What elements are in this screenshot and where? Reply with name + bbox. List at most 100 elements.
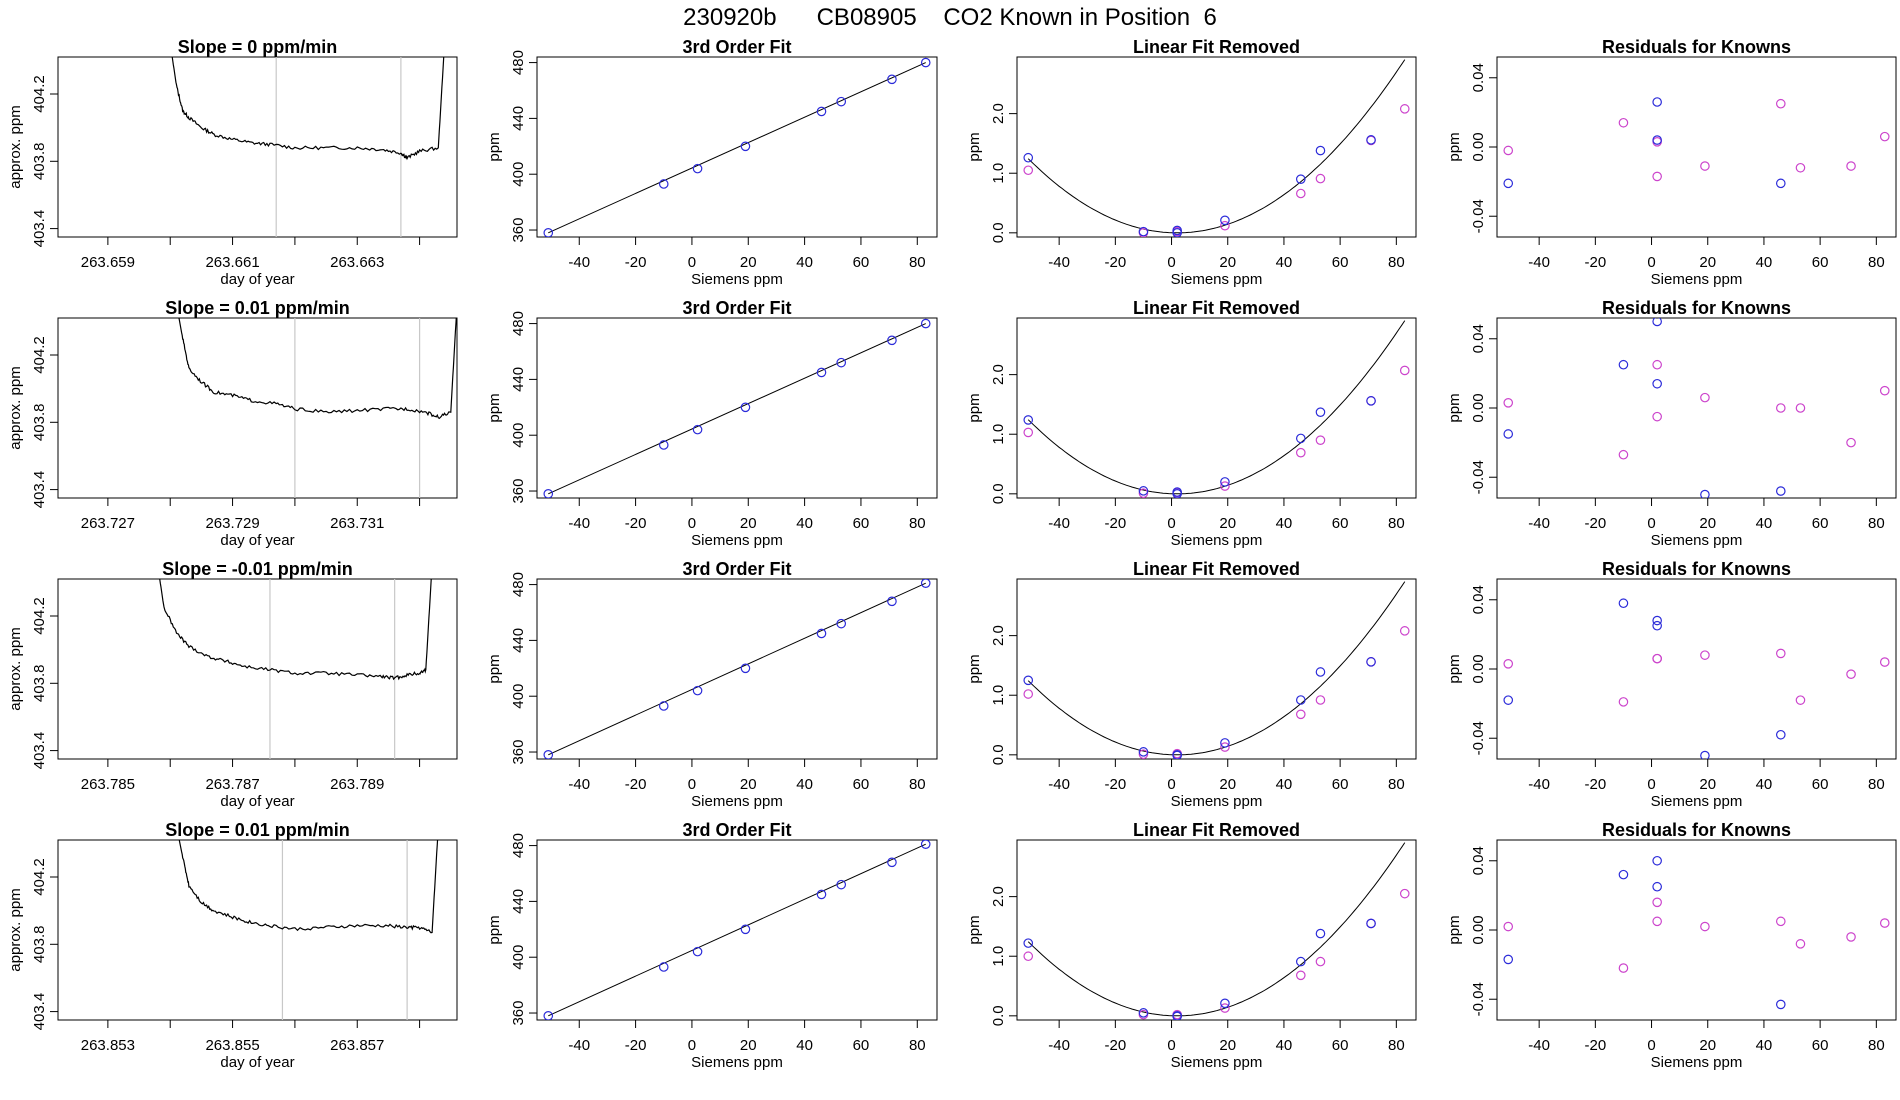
y-tick-label: 0.04 (1470, 846, 1487, 875)
data-point (1399, 888, 1410, 899)
x-tick-label: -40 (1528, 515, 1550, 532)
x-axis-label: day of year (220, 532, 294, 549)
data-point (1879, 385, 1890, 396)
y-tick-label: 0.00 (1470, 132, 1487, 161)
data-point (1366, 396, 1376, 406)
y-tick-label: 404.2 (31, 336, 48, 374)
data-point (1879, 657, 1890, 667)
chart-panel: Linear Fit Removed Siemens ppm ppm -40 -20 0 2… (966, 298, 1417, 549)
x-tick-label: 80 (909, 254, 926, 271)
x-tick-label: 60 (1812, 776, 1829, 793)
data-point (1138, 749, 1149, 759)
data-point (658, 440, 669, 450)
chart-panel: Slope = 0.01 ppm/min day of year approx. p… (7, 820, 458, 1071)
data-point (1172, 1011, 1182, 1020)
plot-marks (178, 840, 439, 1020)
plot-marks (178, 318, 457, 498)
y-tick-label: 400 (510, 945, 527, 970)
x-tick-label: 60 (1332, 254, 1349, 271)
panel-title: 3rd Order Fit (682, 37, 791, 57)
x-tick-label: 0 (688, 776, 696, 793)
data-point (1315, 667, 1326, 677)
y-axis-label: ppm (1446, 393, 1463, 422)
data-point (543, 750, 554, 759)
data-point (1315, 145, 1326, 156)
data-point (740, 924, 751, 935)
y-tick-label: 480 (510, 311, 527, 336)
chart-panel: Linear Fit Removed Siemens ppm ppm -40 -20 0 2… (966, 37, 1417, 288)
data-point (1315, 956, 1326, 967)
data-point (1315, 695, 1326, 705)
x-tick-label: 0 (1167, 1037, 1175, 1054)
fit-line (548, 843, 926, 1017)
data-point (1879, 918, 1890, 928)
page-title: 230920b CB08905 CO2 Known in Position 6 (683, 4, 1217, 31)
x-tick-label: -40 (1528, 776, 1550, 793)
x-tick-label: 0 (1647, 1037, 1655, 1054)
y-tick-label: 403.4 (31, 732, 48, 770)
data-point (816, 106, 827, 117)
concentration-trace (171, 57, 445, 161)
x-tick-label: 0 (688, 515, 696, 532)
data-point (1775, 178, 1786, 189)
x-tick-label: 20 (1219, 515, 1236, 532)
data-point (1295, 447, 1306, 458)
data-point (740, 141, 751, 152)
x-tick-label: 60 (853, 254, 870, 271)
panel-title: Residuals for Knowns (1602, 37, 1791, 57)
x-tick-label: -20 (1585, 515, 1607, 532)
plot-frame (1016, 317, 1417, 499)
y-tick-label: 360 (510, 218, 527, 243)
data-point (1172, 487, 1182, 497)
data-point (1023, 938, 1034, 948)
data-point (1879, 131, 1890, 142)
plot-frame (1016, 56, 1417, 238)
x-tick-label: -40 (1048, 254, 1070, 271)
data-point (1618, 869, 1629, 880)
y-tick-label: 2.0 (990, 103, 1007, 124)
data-point (1366, 657, 1376, 667)
x-tick-label: 60 (1812, 254, 1829, 271)
data-point (1315, 435, 1326, 445)
y-tick-label: 0.0 (990, 483, 1007, 504)
data-point (1775, 98, 1786, 109)
y-tick-label: 0.04 (1470, 63, 1487, 92)
concentration-trace (159, 579, 432, 681)
data-point (1399, 365, 1410, 376)
data-point (1503, 398, 1514, 408)
x-tick-label: -20 (1585, 776, 1607, 793)
x-tick-label: 263.661 (205, 254, 259, 271)
data-point (1846, 161, 1856, 171)
data-point (1220, 1003, 1230, 1013)
plot-frame (57, 578, 458, 760)
fit-line (548, 323, 926, 495)
data-point (1138, 488, 1149, 498)
data-point (1700, 161, 1710, 171)
data-point (887, 335, 897, 346)
chart-panel: 3rd Order Fit Siemens ppm ppm -40 -20 0 20 40 60… (486, 37, 938, 288)
chart-panel: Slope = 0.01 ppm/min day of year approx. p… (7, 298, 458, 549)
x-tick-label: 20 (740, 515, 757, 532)
data-point (1846, 669, 1856, 679)
data-point (1315, 173, 1326, 184)
data-point (920, 840, 931, 849)
y-tick-label: 360 (510, 1001, 527, 1026)
data-point (1023, 415, 1034, 425)
x-tick-label: -40 (1048, 776, 1070, 793)
data-point (836, 879, 847, 890)
data-point (1652, 318, 1662, 327)
x-tick-label: 40 (1276, 776, 1293, 793)
data-point (836, 96, 847, 107)
x-tick-label: 20 (1699, 515, 1716, 532)
data-point (1023, 689, 1034, 699)
y-tick-label: 403.4 (31, 210, 48, 248)
data-point (1503, 695, 1514, 705)
x-axis-label: Siemens ppm (1171, 793, 1263, 810)
data-point (1172, 225, 1182, 236)
data-point (1652, 653, 1662, 664)
x-tick-label: -40 (568, 254, 590, 271)
chart-panel: Residuals for Knowns Siemens ppm ppm -40 -20… (1446, 298, 1897, 549)
data-point (1399, 104, 1410, 114)
chart-panel: Residuals for Knowns Siemens ppm ppm -40 -20… (1446, 559, 1897, 810)
data-point (1220, 998, 1230, 1009)
